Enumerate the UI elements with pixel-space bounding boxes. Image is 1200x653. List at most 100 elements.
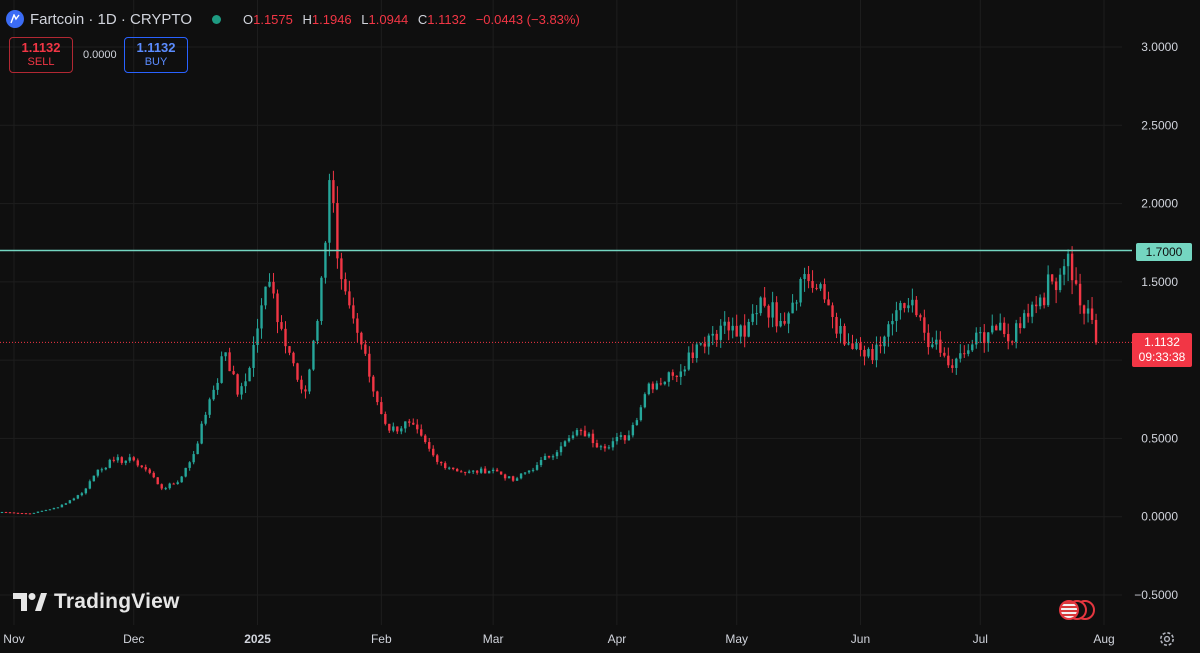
buy-label: BUY bbox=[144, 56, 168, 68]
candle bbox=[531, 467, 535, 473]
candle bbox=[124, 460, 127, 466]
candle bbox=[336, 186, 339, 269]
candle bbox=[615, 432, 619, 445]
candle bbox=[963, 345, 966, 358]
candle bbox=[983, 324, 986, 353]
candle bbox=[471, 470, 475, 475]
candle bbox=[352, 297, 355, 324]
candle bbox=[1066, 249, 1070, 282]
candle bbox=[20, 513, 24, 515]
candle bbox=[731, 317, 734, 339]
candle bbox=[332, 170, 335, 213]
candle bbox=[955, 357, 958, 375]
candle bbox=[1007, 323, 1010, 350]
candle bbox=[400, 426, 403, 435]
candle bbox=[56, 507, 60, 509]
sell-button[interactable]: 1.1132 SELL bbox=[9, 37, 73, 73]
candle bbox=[216, 378, 219, 395]
candle bbox=[220, 351, 223, 384]
candle bbox=[200, 421, 203, 445]
tradingview-logo[interactable]: TradingView bbox=[13, 590, 180, 614]
candle bbox=[835, 312, 838, 339]
candle bbox=[452, 467, 455, 471]
candle bbox=[1030, 301, 1034, 324]
candle bbox=[655, 380, 659, 391]
fartcoin-logo-icon bbox=[6, 10, 24, 28]
candle bbox=[543, 453, 547, 461]
candle bbox=[459, 469, 463, 473]
candle bbox=[719, 319, 722, 348]
candle bbox=[24, 513, 28, 515]
time-tick-label: May bbox=[725, 632, 748, 646]
candle bbox=[755, 305, 758, 325]
candle bbox=[412, 418, 415, 426]
high-value: 1.1946 bbox=[311, 11, 352, 27]
candle bbox=[132, 456, 135, 462]
candle bbox=[1094, 313, 1098, 345]
candle bbox=[256, 318, 259, 353]
candle bbox=[759, 296, 762, 316]
candle bbox=[340, 252, 343, 290]
candle bbox=[455, 467, 459, 472]
candle bbox=[1078, 273, 1082, 314]
candle bbox=[1046, 265, 1050, 307]
tradingview-logo-icon bbox=[13, 593, 47, 611]
candle bbox=[599, 444, 603, 451]
candle bbox=[571, 431, 575, 440]
candle bbox=[1090, 297, 1094, 325]
candle bbox=[991, 314, 994, 335]
candle bbox=[148, 467, 151, 475]
candle bbox=[723, 311, 726, 334]
candle bbox=[92, 475, 96, 482]
candle bbox=[1082, 304, 1086, 325]
candle bbox=[176, 480, 179, 485]
candle bbox=[320, 276, 323, 325]
candle bbox=[80, 491, 84, 497]
candle bbox=[843, 323, 846, 346]
us-flag-icon[interactable] bbox=[1059, 600, 1095, 622]
candle bbox=[272, 272, 275, 299]
gear-icon[interactable] bbox=[1158, 630, 1176, 648]
candle bbox=[911, 288, 914, 313]
candle bbox=[951, 358, 954, 373]
symbol-header: Fartcoin · 1D · CRYPTO O1.1575 H1.1946 L… bbox=[6, 8, 580, 30]
horizontal-level-line[interactable] bbox=[0, 249, 1132, 343]
candle bbox=[467, 469, 471, 474]
candle bbox=[863, 345, 866, 366]
candle bbox=[224, 352, 227, 361]
candle bbox=[212, 385, 215, 401]
candle bbox=[84, 487, 88, 495]
candle bbox=[507, 476, 511, 479]
price-tick-label: 0.0000 bbox=[1141, 510, 1178, 524]
candle bbox=[416, 419, 419, 434]
candle bbox=[1003, 317, 1006, 338]
candle bbox=[883, 335, 886, 354]
candle bbox=[791, 294, 794, 314]
candle bbox=[392, 422, 395, 433]
candle bbox=[448, 466, 451, 470]
candle bbox=[935, 330, 938, 350]
candle bbox=[192, 451, 195, 465]
symbol-title[interactable]: Fartcoin · 1D · CRYPTO bbox=[30, 10, 192, 28]
candle bbox=[895, 301, 898, 332]
candle bbox=[364, 340, 367, 356]
candle bbox=[715, 329, 718, 347]
candle bbox=[727, 317, 730, 341]
candle bbox=[160, 483, 163, 491]
candle bbox=[831, 302, 834, 329]
price-tick-label: −0.5000 bbox=[1134, 588, 1178, 602]
level-price-tag[interactable]: 1.7000 bbox=[1136, 243, 1192, 261]
buy-button[interactable]: 1.1132 BUY bbox=[124, 37, 188, 73]
candle bbox=[328, 173, 331, 257]
candle bbox=[567, 434, 571, 443]
price-tick-label: 3.0000 bbox=[1141, 40, 1178, 54]
candle bbox=[136, 458, 139, 468]
candle bbox=[967, 344, 970, 357]
open-label: O bbox=[242, 11, 254, 27]
chart-grid bbox=[0, 0, 1122, 625]
time-tick-label: Aug bbox=[1093, 632, 1114, 646]
candle bbox=[939, 331, 942, 357]
candle bbox=[312, 339, 315, 371]
market-status-dot-icon[interactable] bbox=[211, 14, 221, 24]
